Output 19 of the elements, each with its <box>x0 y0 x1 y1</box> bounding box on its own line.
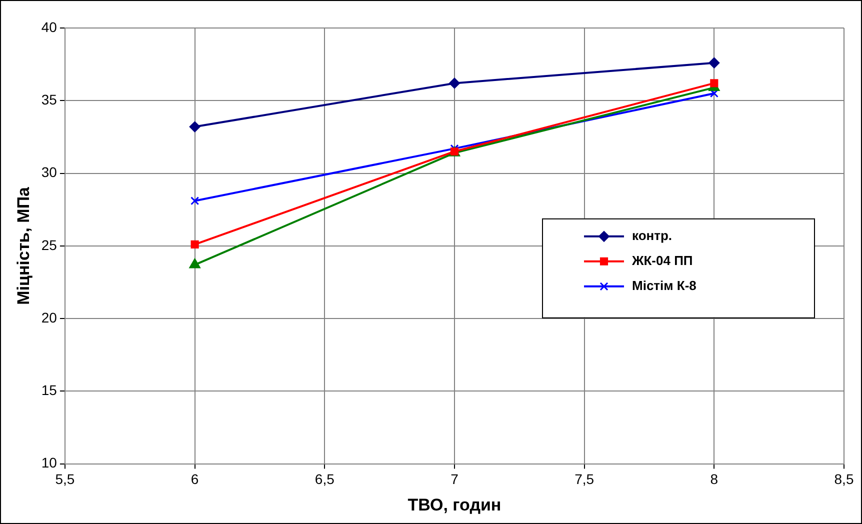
legend-label: Містім К-8 <box>632 278 696 293</box>
y-tick-label: 20 <box>41 309 58 326</box>
y-tick-label: 40 <box>41 18 58 35</box>
y-tick-label: 25 <box>41 236 58 253</box>
y-tick-label: 35 <box>41 91 58 108</box>
y-tick-label: 15 <box>41 382 58 398</box>
y-tick-label: 30 <box>41 164 58 180</box>
x-tick-label: 6 <box>190 471 199 488</box>
x-axis-title: ТВО, годин <box>408 495 502 514</box>
x-tick-label: 8,5 <box>834 471 854 488</box>
x-tick-label: 5,5 <box>55 471 75 488</box>
legend-label: ЖК-04 ПП <box>631 252 693 268</box>
x-tick-label: 6,5 <box>314 471 335 488</box>
y-tick-label: 10 <box>41 454 58 471</box>
x-tick-label: 7,5 <box>574 471 594 488</box>
y-axis-title: Міцність, МПа <box>14 186 33 305</box>
legend-label: контр. <box>632 228 672 243</box>
x-tick-label: 7 <box>450 471 459 488</box>
x-tick-label: 8 <box>710 471 718 488</box>
